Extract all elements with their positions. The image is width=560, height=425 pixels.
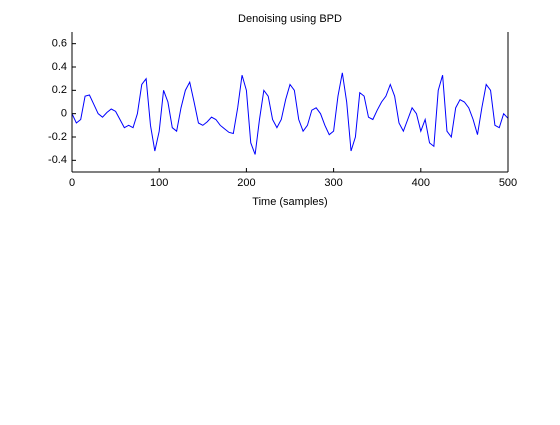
chart-title: Denoising using BPD [238, 13, 342, 25]
x-tick-label: 0 [69, 177, 75, 189]
x-tick-label: 500 [499, 177, 517, 189]
x-tick-label: 200 [237, 177, 255, 189]
x-axis-label: Time (samples) [252, 196, 327, 208]
y-tick-label: 0 [61, 108, 67, 120]
y-tick-label: -0.4 [48, 154, 67, 166]
y-tick-label: 0.4 [52, 61, 67, 73]
y-tick-label: 0.2 [52, 84, 67, 96]
y-tick-label: -0.2 [48, 131, 67, 143]
x-tick-label: 300 [324, 177, 342, 189]
x-tick-label: 400 [412, 177, 430, 189]
x-tick-label: 100 [150, 177, 168, 189]
y-tick-label: 0.6 [52, 38, 67, 50]
data-line [71, 72, 509, 155]
